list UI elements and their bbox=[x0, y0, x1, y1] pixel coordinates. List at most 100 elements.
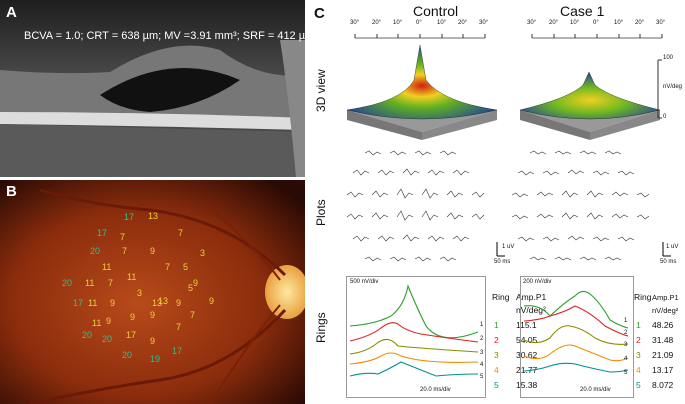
fundus-value: 9 bbox=[150, 310, 156, 320]
fundus-value: 9 bbox=[193, 278, 199, 288]
oct-scan-panel bbox=[0, 0, 305, 177]
axis-tick: 20° bbox=[372, 20, 382, 26]
control-ring-id: 2 bbox=[494, 335, 499, 345]
control-scale-label: 500 nV/div bbox=[350, 279, 379, 285]
control-degree-axis bbox=[354, 34, 486, 39]
fundus-value: 3 bbox=[137, 288, 143, 298]
case-amp-header: Amp.P1 bbox=[652, 293, 679, 302]
control-time-label: 20.0 ms/div bbox=[420, 387, 451, 393]
fundus-value: 7 bbox=[178, 228, 184, 238]
case-ring-id: 3 bbox=[636, 350, 641, 360]
axis-tick: 30° bbox=[656, 20, 666, 26]
control-amp-value: 30.62 bbox=[516, 350, 538, 360]
fundus-value: 9 bbox=[176, 298, 182, 308]
case-ring-header: Ring bbox=[634, 292, 652, 302]
case-rings-chart bbox=[520, 276, 634, 398]
fundus-value: 9 bbox=[110, 298, 116, 308]
case-ring-id: 2 bbox=[636, 335, 641, 345]
control-ring-id: 4 bbox=[494, 365, 499, 375]
case-ring-marker-3: 3 bbox=[624, 342, 628, 348]
case-3d-surface bbox=[519, 71, 661, 140]
fundus-image bbox=[0, 180, 305, 404]
case-plot-scale bbox=[662, 242, 671, 257]
fundus-value: 17 bbox=[97, 228, 108, 238]
fundus-value: 7 bbox=[122, 246, 128, 256]
panel-c-label: C bbox=[314, 5, 325, 22]
control-title: Control bbox=[413, 3, 459, 19]
case-amp-value: 13.17 bbox=[652, 365, 674, 375]
axis-tick: 10° bbox=[614, 20, 624, 26]
fundus-value: 19 bbox=[150, 354, 161, 364]
axis-tick: 0° bbox=[593, 20, 599, 26]
fundus-value: 7 bbox=[176, 322, 182, 332]
oct-caption: BCVA = 1.0; CRT = 638 µm; MV =3.91 mm³; … bbox=[24, 30, 315, 42]
case-amp-value: 8.072 bbox=[652, 380, 674, 390]
case-amp-unit: nV/deg² bbox=[652, 306, 679, 315]
axis-tick: 0° bbox=[416, 20, 422, 26]
case-ring-marker-5: 5 bbox=[624, 370, 628, 376]
fundus-value: 20 bbox=[82, 330, 93, 340]
control-ring-marker-1: 1 bbox=[480, 322, 484, 328]
control-amp-value: 54.05 bbox=[516, 335, 538, 345]
fundus-value: 11 bbox=[102, 262, 112, 272]
case-amp-value: 48.26 bbox=[652, 320, 674, 330]
case-ring-id: 4 bbox=[636, 365, 641, 375]
axis-tick: 20° bbox=[458, 20, 468, 26]
row-label-rings: Rings bbox=[314, 312, 328, 343]
fundus-value: 17 bbox=[126, 330, 137, 340]
control-ring-id: 3 bbox=[494, 350, 499, 360]
control-ring-marker-3: 3 bbox=[480, 350, 484, 356]
row-label-plots: Plots bbox=[314, 199, 328, 226]
fundus-value: 11 bbox=[85, 278, 95, 288]
fundus-value: 5 bbox=[183, 262, 189, 272]
axis-tick: 30° bbox=[350, 20, 360, 26]
case-scale-label: 200 nV/div bbox=[523, 279, 552, 285]
fundus-value: 11 bbox=[92, 318, 102, 328]
panel-a-label: A bbox=[6, 4, 17, 21]
case-ms-scale: 50 ms bbox=[660, 259, 677, 265]
fundus-value: 20 bbox=[90, 246, 101, 256]
control-ring-id: 1 bbox=[494, 320, 499, 330]
case-degree-axis bbox=[531, 34, 663, 39]
control-ring-id: 5 bbox=[494, 380, 499, 390]
axis-tick: 30° bbox=[527, 20, 537, 26]
case-ring-marker-1: 1 bbox=[624, 318, 628, 324]
fundus-value: 9 bbox=[150, 336, 156, 346]
fundus-value: 7 bbox=[165, 262, 171, 272]
case-uv-scale: 1 uV bbox=[666, 244, 679, 250]
control-amp-unit: nV/deg² bbox=[516, 305, 546, 315]
fundus-value: 20 bbox=[102, 334, 113, 344]
fundus-value: 5 bbox=[188, 283, 194, 293]
z-axis bbox=[657, 59, 662, 119]
case-ring-marker-2: 2 bbox=[624, 330, 628, 336]
fundus-value: 9 bbox=[209, 296, 215, 306]
oct-scan-image bbox=[0, 0, 305, 177]
z-axis-bottom: 0 bbox=[663, 114, 667, 120]
fundus-value: 13 bbox=[148, 211, 159, 221]
fundus-value: 7 bbox=[190, 310, 196, 320]
case-ring-id: 5 bbox=[636, 380, 641, 390]
case-ring-traces bbox=[523, 290, 629, 373]
z-axis-top: 100 bbox=[663, 55, 674, 61]
fundus-panel bbox=[0, 180, 305, 404]
fundus-value: 20 bbox=[62, 278, 73, 288]
case-trace-array bbox=[511, 150, 650, 261]
case-amp-value: 21.09 bbox=[652, 350, 674, 360]
axis-tick: 10° bbox=[570, 20, 580, 26]
fundus-value: 11 bbox=[88, 298, 98, 308]
control-ms-scale: 50 ms bbox=[494, 259, 511, 265]
axis-tick: 10° bbox=[437, 20, 447, 26]
axis-tick: 20° bbox=[549, 20, 559, 26]
fundus-value: 11 bbox=[127, 272, 137, 282]
control-amp-header: Amp.P1 bbox=[516, 292, 547, 302]
control-amp-value: 15.38 bbox=[516, 380, 538, 390]
control-ring-marker-4: 4 bbox=[480, 362, 484, 368]
case-ring-id: 1 bbox=[636, 320, 641, 330]
fundus-value: 17 bbox=[73, 298, 84, 308]
axis-tick: 20° bbox=[635, 20, 645, 26]
control-amp-value: 21.77 bbox=[516, 365, 538, 375]
control-ring-marker-5: 5 bbox=[480, 374, 484, 380]
control-3d-surface bbox=[346, 44, 498, 140]
fundus-value: 17 bbox=[124, 212, 135, 222]
control-trace-array bbox=[346, 150, 485, 262]
